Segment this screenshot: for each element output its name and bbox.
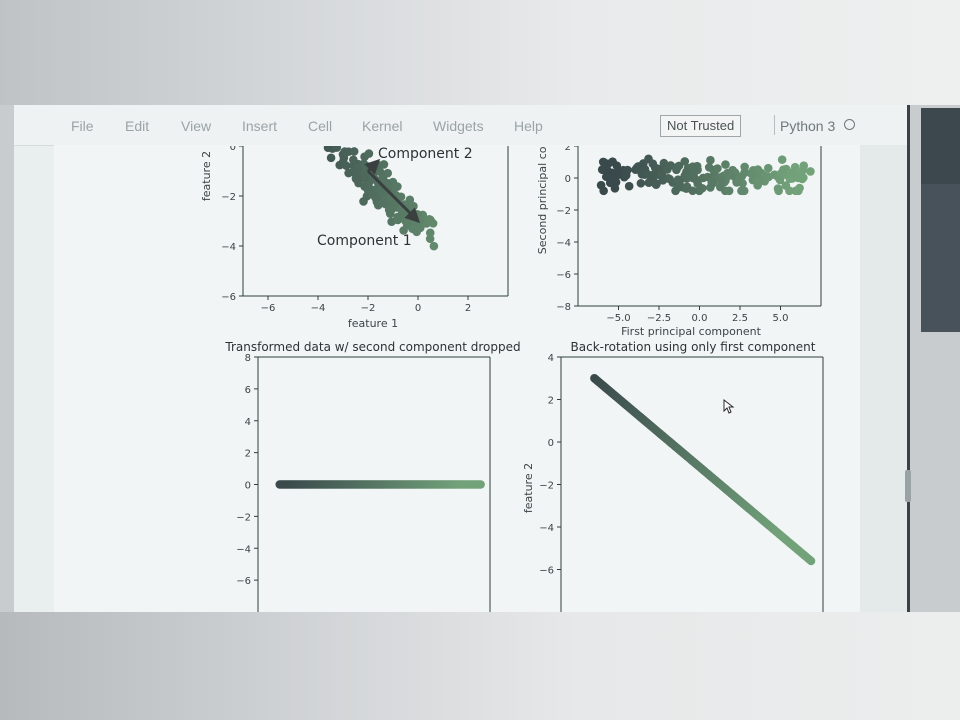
not-trusted-badge[interactable]: Not Trusted: [660, 115, 742, 137]
menu-cell[interactable]: Cell: [308, 118, 333, 134]
kernel-status-icon: [844, 119, 855, 130]
kernel-name[interactable]: Python 3: [780, 118, 836, 134]
menu-file[interactable]: File: [71, 118, 94, 134]
menu-kernel[interactable]: Kernel: [362, 118, 403, 134]
background-top: [0, 0, 960, 105]
side-panel-header: [921, 108, 960, 184]
background-bottom: [0, 612, 960, 720]
notebook-right-gutter: [860, 145, 909, 612]
menu-help[interactable]: Help: [514, 118, 543, 134]
window-edge: [907, 105, 910, 612]
menu-insert[interactable]: Insert: [242, 118, 278, 134]
menu-view[interactable]: View: [181, 118, 212, 134]
notebook-window: File Edit View Insert Cell Kernel Widget…: [14, 105, 909, 612]
scrollbar-handle[interactable]: [905, 470, 911, 502]
menu-edit[interactable]: Edit: [125, 118, 150, 134]
notebook-panel: [54, 145, 860, 612]
menu-bar: File Edit View Insert Cell Kernel Widget…: [14, 105, 909, 146]
kernel-separator: [774, 115, 775, 135]
menu-widgets[interactable]: Widgets: [433, 118, 484, 134]
